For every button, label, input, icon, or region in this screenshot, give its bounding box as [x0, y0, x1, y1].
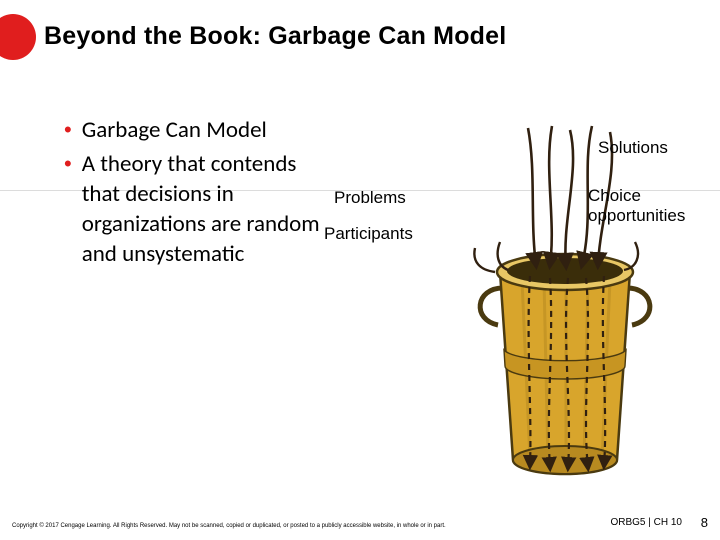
list-item: • A theory that contends that decisions … — [64, 149, 324, 269]
diagram-svg — [300, 120, 700, 480]
bullet-text: A theory that contends that decisions in… — [82, 149, 324, 269]
bullet-text: Garbage Can Model — [82, 115, 267, 145]
copyright-text: Copyright © 2017 Cengage Learning. All R… — [12, 522, 572, 530]
arrow-in — [549, 126, 552, 265]
footer-chapter: ORBG5 | CH 10 — [610, 517, 682, 528]
label-solutions: Solutions — [598, 138, 668, 158]
arrow-in — [528, 128, 536, 265]
garbage-can-diagram: Problems Participants Solutions Choice o… — [300, 120, 700, 480]
arrow-curl — [474, 248, 495, 272]
slide-title: Beyond the Book: Garbage Can Model — [44, 22, 506, 51]
can-handle-left — [480, 288, 503, 325]
slide: Beyond the Book: Garbage Can Model • Gar… — [0, 0, 720, 540]
list-item: • Garbage Can Model — [64, 115, 324, 145]
label-choice: Choice opportunities — [588, 186, 700, 226]
page-number: 8 — [701, 515, 708, 530]
label-participants: Participants — [324, 224, 413, 244]
arrow-in — [565, 130, 573, 266]
bullet-icon: • — [64, 115, 72, 145]
label-problems: Problems — [334, 188, 406, 208]
bullet-icon: • — [64, 149, 72, 179]
can-handle-right — [627, 288, 650, 325]
can-bottom — [513, 446, 617, 474]
title-accent-dot — [0, 14, 36, 60]
bullet-list: • Garbage Can Model • A theory that cont… — [64, 115, 324, 273]
